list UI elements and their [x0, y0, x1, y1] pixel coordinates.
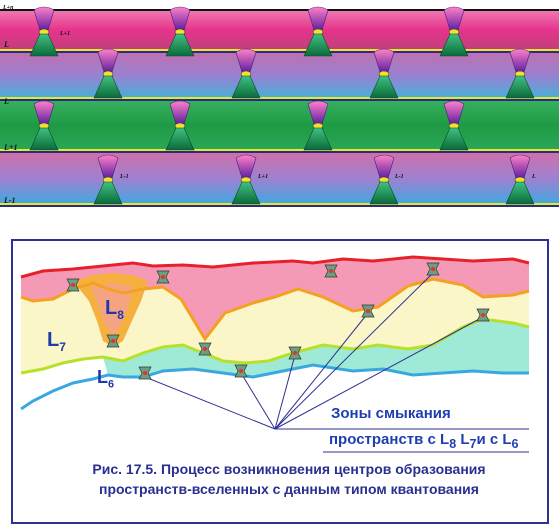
band-separators	[0, 9, 559, 207]
closure-node-1	[156, 270, 170, 284]
vortex-d-2	[369, 154, 399, 205]
vortex-d-0	[93, 154, 123, 205]
closure-node-6	[198, 342, 212, 356]
vortex-b-1	[231, 48, 261, 99]
level-label-6: L-1	[119, 174, 129, 180]
level-label-8: L-1	[394, 174, 404, 180]
vortex-c-1	[165, 100, 195, 151]
caption-line-1: Рис. 17.5. Процесс возникновения центров…	[92, 461, 486, 477]
band-violet-1	[0, 52, 559, 98]
closure-node-0	[66, 278, 80, 292]
vortex-d-3	[505, 154, 535, 205]
closure-node-4	[106, 334, 120, 348]
caption-line-2: пространств-вселенных с данным типом ква…	[99, 481, 479, 497]
boundary-orange	[20, 277, 530, 342]
closure-node-9	[361, 304, 375, 318]
level-label-5: L+1	[59, 31, 70, 37]
vortex-a-3	[439, 6, 469, 57]
zone-label-l8: L8	[105, 297, 124, 322]
vortex-b-2	[369, 48, 399, 99]
level-label-9: L	[531, 174, 536, 180]
boundary-cyan	[20, 363, 529, 411]
vortex-a-2	[303, 6, 333, 57]
boundary-red	[20, 255, 530, 279]
band-magenta	[0, 10, 559, 50]
level-label-1: L	[3, 40, 9, 49]
annotation-rays	[144, 272, 529, 453]
vortex-d-1	[231, 154, 261, 205]
level-label-2: L	[3, 97, 9, 106]
closure-node-10	[476, 308, 490, 322]
vortex-a-1	[165, 6, 195, 57]
zone-label-l6: L6	[97, 367, 115, 391]
vortex-b-0	[93, 48, 123, 99]
band-green	[0, 100, 559, 150]
closure-node-8	[288, 346, 302, 360]
band-violet-2	[0, 152, 559, 204]
annotation-line-1: Зоны смыкания	[331, 405, 451, 422]
closure-node-5	[138, 366, 152, 380]
top-vortices-group	[29, 6, 535, 205]
level-label-4: L-1	[3, 196, 16, 205]
vortex-c-3	[439, 100, 469, 151]
region-l8-inner	[91, 283, 133, 335]
region-cream	[21, 279, 529, 373]
vortex-c-2	[303, 100, 333, 151]
closure-node-2	[324, 264, 338, 278]
level-label-3: L+1	[3, 143, 17, 152]
vortex-a-0	[29, 6, 59, 57]
closure-nodes-group	[66, 262, 490, 380]
vortex-b-3	[505, 48, 535, 99]
zone-label-l7: L7	[47, 329, 66, 354]
top-layered-universe-figure: L+n L L L+1 L-1 L+1 L-1 L+1 L-1 L	[0, 5, 559, 207]
level-label-7: L+1	[257, 174, 268, 180]
bottom-figure-frame: L8 L7 L6 Зоны смыкания пространств с L8 …	[11, 239, 549, 524]
bottom-zones-figure	[20, 255, 530, 453]
region-pink	[21, 257, 529, 339]
closure-node-3	[426, 262, 440, 276]
level-label-0: L+n	[2, 5, 14, 11]
closure-node-7	[234, 364, 248, 378]
annotation-line-2: пространств с L8 L7и с L6	[329, 431, 519, 451]
vortex-c-0	[29, 100, 59, 151]
